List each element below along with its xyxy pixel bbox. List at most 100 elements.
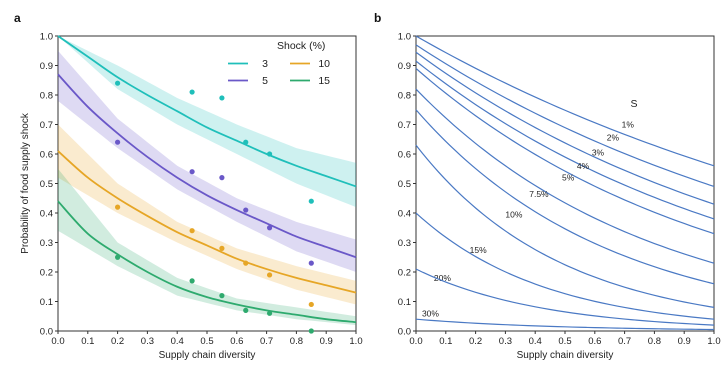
series-3-data-point: [243, 139, 249, 145]
panel-a-x-tick-label: 0.1: [81, 336, 94, 347]
curves-header-label: S: [631, 98, 638, 110]
panel-b-x-tick-label: 0.3: [499, 336, 512, 347]
curve-5%: [415, 67, 715, 235]
series-3-data-point: [115, 80, 121, 86]
panel-a-y-tick-label: 0.9: [40, 61, 53, 72]
panel-a-y-tick-label: 0.5: [40, 179, 53, 190]
panel-a-x-tick-label: 0.8: [290, 336, 303, 347]
series-15-data-point: [189, 278, 195, 284]
series-5-data-point: [308, 260, 314, 266]
panel-b-x-tick-label: 0.2: [469, 336, 482, 347]
panel-a-y-tick-label: 0.2: [40, 267, 53, 278]
series-15-data-point: [115, 254, 121, 260]
panel-a-x-tick-label: 0.4: [171, 336, 184, 347]
panel-a-y-tick-label: 1.0: [40, 31, 53, 42]
panel-b-y-tick-label: 0.6: [398, 149, 411, 160]
series-3-data-point: [189, 89, 195, 95]
panel-a-x-tick-label: 0.6: [230, 336, 243, 347]
series-15-confidence-band: [58, 168, 356, 326]
series-5-data-point: [189, 169, 195, 175]
series-15-data-point: [266, 310, 273, 316]
series-10-data-point: [308, 301, 314, 308]
legend-label-10: 10: [318, 58, 330, 70]
series-3-data-point: [266, 151, 273, 157]
series-10-data-point: [243, 260, 249, 266]
panel-a-y-tick-label: 0.3: [40, 238, 53, 249]
curve-label: 30%: [422, 308, 439, 318]
panel-a-x-tick-label: 0.5: [200, 336, 213, 347]
legend-label-3: 3: [262, 58, 268, 70]
panel-b-y-tick-label: 0.5: [398, 179, 411, 190]
series-15-data-point: [243, 307, 249, 313]
curve-label: 7.5%: [529, 189, 549, 199]
legend-label-5: 5: [262, 75, 268, 87]
series-3-data-point: [308, 198, 314, 204]
curve-4%: [415, 60, 715, 220]
panel-a-y-tick-label: 0.7: [40, 120, 53, 131]
series-10-data-point: [115, 204, 121, 210]
panel-b-x-tick-label: 0.7: [618, 336, 631, 347]
series-5-confidence-band: [58, 50, 356, 272]
panel-b-plot-frame: [415, 35, 715, 332]
panel-a-chart: 0.0 0.1 0.2 0.3 0.4 0.5 0.6 0.7 0.8 0.9 1.0 0.0 0.1 0…: [20, 31, 363, 361]
panel-a-y-tick-label: 0.8: [40, 90, 53, 101]
series-15-data-point: [308, 328, 314, 334]
series-15-fit-line: [57, 200, 357, 324]
series-5-data-point: [219, 175, 225, 181]
panel-b-x-tick-label: 0.9: [678, 336, 691, 347]
curve-label: 10%: [505, 209, 522, 219]
panel-b-y-tick-label: 1.0: [398, 31, 411, 42]
series-3-confidence-band: [58, 36, 356, 208]
panel-b-x-axis-label: Supply chain diversity: [517, 350, 614, 361]
panel-a-x-tick-label: 0.2: [111, 336, 124, 347]
series-10-data-point: [189, 228, 195, 234]
curve-20%: [415, 212, 715, 320]
series-10-data-point: [266, 272, 273, 278]
panel-b-x-tick-label: 0.8: [648, 336, 661, 347]
panel-b-x-tick-label: 1.0: [707, 336, 720, 347]
curve-3%: [415, 51, 715, 205]
curve-label: 2%: [607, 133, 620, 143]
series-10-fit-line: [57, 150, 357, 294]
curve-label: 20%: [434, 273, 451, 283]
panel-a-legend: Shock (%) 3 10 5 15: [228, 40, 330, 87]
panel-b-x-tick-label: 0.1: [439, 336, 452, 347]
curve-30%: [415, 318, 715, 331]
curve-2%: [415, 44, 715, 188]
panel-a-y-axis-label: Probability of food supply shock: [20, 112, 31, 254]
panel-b-x-tick-label: 0.4: [529, 336, 542, 347]
curve-1%: [415, 35, 715, 167]
series-15-data-point: [219, 293, 225, 299]
legend-label-15: 15: [318, 75, 330, 87]
curve-10%: [415, 109, 715, 285]
curve-15%: [415, 144, 715, 308]
panel-a-x-tick-label: 0.9: [320, 336, 333, 347]
legend-title: Shock (%): [277, 40, 325, 52]
panel-b-y-tick-label: 0.7: [398, 120, 411, 131]
panel-a-x-tick-label: 0.7: [260, 336, 273, 347]
panel-b-y-tick-label: 0.3: [398, 238, 411, 249]
panel-a-y-tick-label: 0.6: [40, 149, 53, 160]
panel-a-y-tick-label: 0.1: [40, 297, 53, 308]
series-5-fit-line: [57, 73, 357, 259]
panel-a-x-tick-label: 1.0: [349, 336, 362, 347]
curve-label: 4%: [577, 161, 590, 171]
panel-a-x-axis-label: Supply chain diversity: [159, 350, 256, 361]
series-10-data-point: [219, 245, 225, 251]
panel-b-x-tick-label: 0.5: [558, 336, 571, 347]
panel-b-letter: b: [374, 11, 381, 25]
panel-a-x-tick-label: 0.0: [51, 336, 64, 347]
curve-label: 1%: [622, 119, 635, 129]
series-5-data-point: [266, 225, 273, 231]
panel-b-y-tick-label: 0.1: [398, 297, 411, 308]
curve-label: 3%: [592, 147, 605, 157]
series-5-data-point: [243, 207, 249, 213]
panel-b-chart: 0.0 0.1 0.2 0.3 0.4 0.5 0.6 0.7 0.8 0.9 1.0 0.0 0.1 0…: [398, 31, 721, 361]
panel-b-x-tick-label: 0.6: [588, 336, 601, 347]
curve-label: 15%: [470, 245, 487, 255]
series-3-fit-line: [57, 35, 357, 188]
panel-b-x-tick-label: 0.0: [409, 336, 422, 347]
panel-a-letter: a: [14, 11, 21, 25]
series-10-confidence-band: [58, 124, 356, 305]
